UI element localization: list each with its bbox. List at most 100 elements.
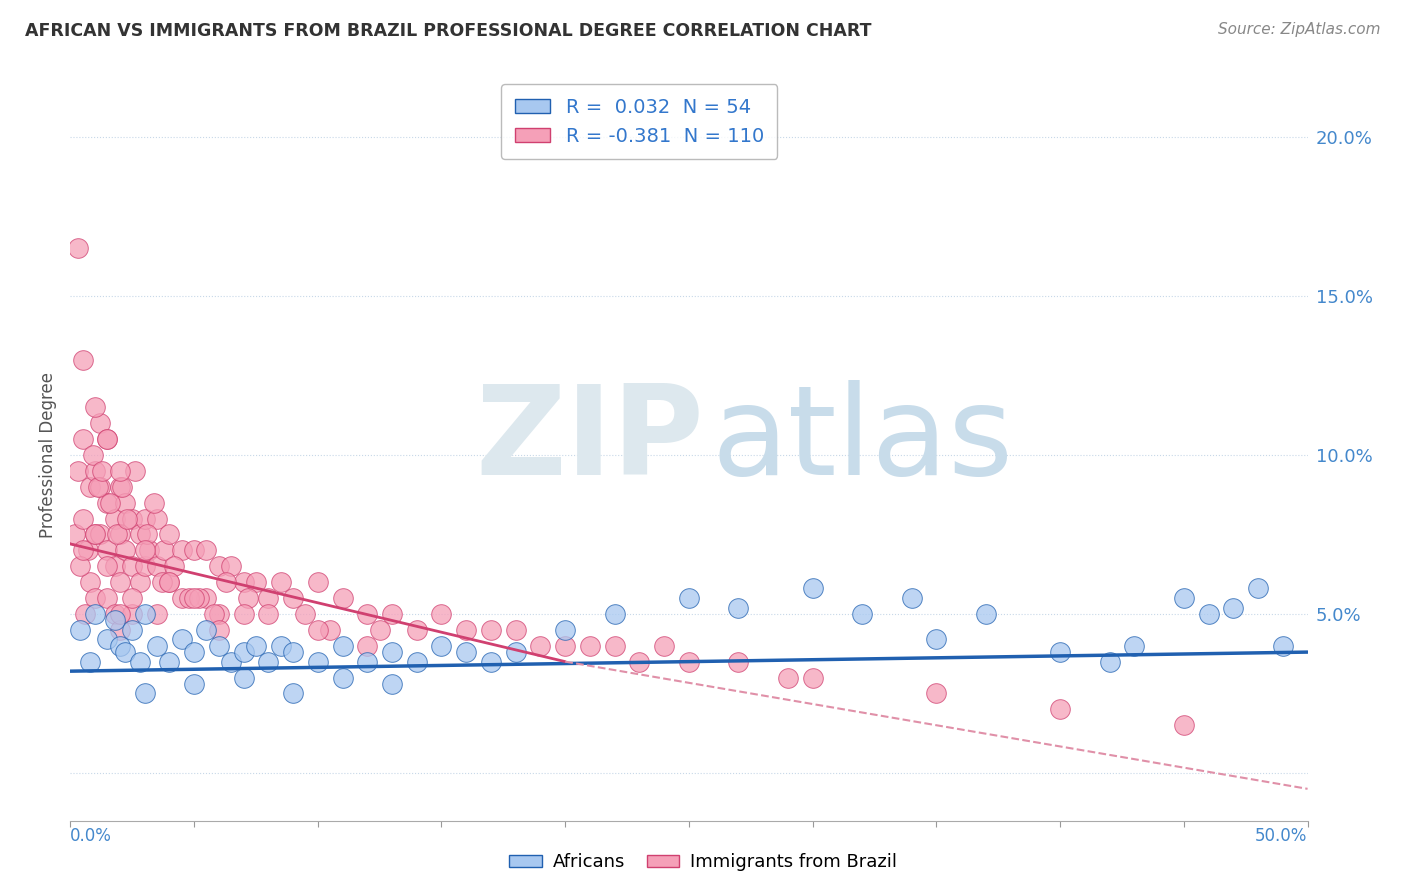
Point: [1198, 607, 1220, 621]
Point: [69, 559, 91, 574]
Point: [98, 495, 121, 509]
Point: [232, 671, 254, 685]
Point: [678, 655, 700, 669]
Point: [128, 527, 150, 541]
Point: [121, 591, 143, 605]
Point: [183, 645, 205, 659]
Text: 0.0%: 0.0%: [70, 827, 112, 845]
Text: 50.0%: 50.0%: [1256, 827, 1308, 845]
Point: [146, 607, 169, 621]
Point: [430, 639, 453, 653]
Point: [381, 645, 404, 659]
Point: [128, 575, 150, 590]
Legend: Africans, Immigrants from Brazil: Africans, Immigrants from Brazil: [502, 847, 904, 879]
Point: [505, 645, 527, 659]
Point: [307, 623, 329, 637]
Point: [134, 686, 156, 700]
Point: [121, 559, 143, 574]
Point: [72, 432, 94, 446]
Point: [678, 591, 700, 605]
Point: [232, 607, 254, 621]
Point: [96, 495, 118, 509]
Point: [66, 464, 89, 478]
Point: [108, 607, 131, 621]
Point: [281, 591, 304, 605]
Point: [628, 655, 651, 669]
Point: [183, 677, 205, 691]
Point: [257, 655, 280, 669]
Point: [405, 655, 427, 669]
Point: [208, 623, 231, 637]
Point: [925, 632, 948, 647]
Legend: R =  0.032  N = 54, R = -0.381  N = 110: R = 0.032 N = 54, R = -0.381 N = 110: [502, 84, 778, 160]
Point: [84, 591, 107, 605]
Point: [430, 607, 453, 621]
Point: [153, 543, 176, 558]
Point: [108, 639, 131, 653]
Point: [157, 575, 180, 590]
Point: [79, 575, 101, 590]
Point: [177, 591, 200, 605]
Point: [1173, 591, 1195, 605]
Point: [96, 432, 118, 446]
Point: [163, 559, 186, 574]
Point: [245, 575, 267, 590]
Point: [104, 607, 127, 621]
Point: [456, 623, 478, 637]
Point: [900, 591, 922, 605]
Point: [183, 543, 205, 558]
Point: [238, 591, 260, 605]
Point: [108, 575, 131, 590]
Point: [146, 559, 169, 574]
Point: [146, 639, 169, 653]
Point: [66, 241, 89, 255]
Point: [91, 464, 114, 478]
Point: [332, 591, 354, 605]
Point: [121, 623, 143, 637]
Point: [89, 416, 111, 430]
Point: [479, 655, 502, 669]
Point: [801, 671, 824, 685]
Point: [143, 495, 166, 509]
Point: [1271, 639, 1294, 653]
Point: [157, 527, 180, 541]
Point: [257, 607, 280, 621]
Point: [652, 639, 675, 653]
Point: [356, 639, 378, 653]
Point: [188, 591, 211, 605]
Point: [307, 575, 329, 590]
Point: [96, 543, 118, 558]
Point: [1098, 655, 1121, 669]
Point: [202, 607, 225, 621]
Point: [121, 511, 143, 525]
Point: [105, 527, 128, 541]
Point: [96, 632, 118, 647]
Point: [108, 527, 131, 541]
Point: [208, 639, 231, 653]
Point: [281, 686, 304, 700]
Point: [183, 591, 205, 605]
Point: [82, 448, 104, 462]
Point: [170, 543, 193, 558]
Point: [1049, 645, 1071, 659]
Point: [170, 591, 193, 605]
Point: [195, 623, 218, 637]
Point: [86, 480, 108, 494]
Point: [579, 639, 602, 653]
Point: [405, 623, 427, 637]
Point: [89, 527, 111, 541]
Point: [479, 623, 502, 637]
Point: [146, 511, 169, 525]
Point: [121, 607, 143, 621]
Point: [801, 582, 824, 596]
Point: [136, 527, 159, 541]
Point: [727, 655, 749, 669]
Point: [245, 639, 267, 653]
Point: [456, 645, 478, 659]
Point: [1049, 702, 1071, 716]
Point: [150, 575, 173, 590]
Point: [157, 575, 180, 590]
Point: [381, 677, 404, 691]
Point: [270, 639, 292, 653]
Point: [381, 607, 404, 621]
